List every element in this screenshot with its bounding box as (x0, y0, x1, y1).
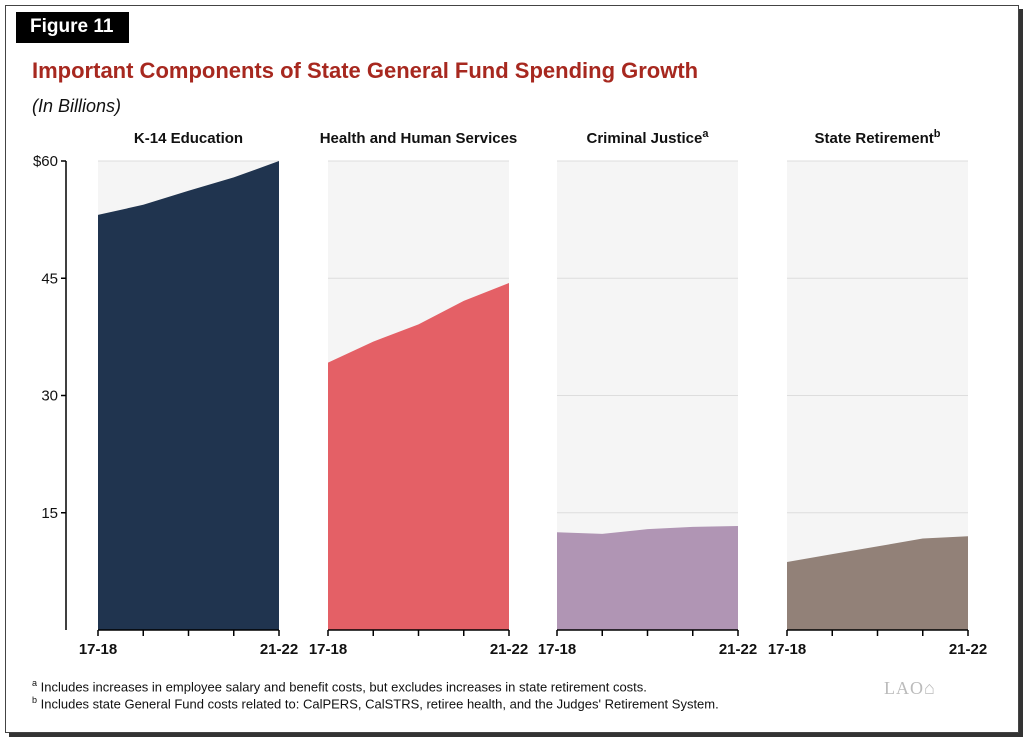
footnote-b: b Includes state General Fund costs rela… (32, 695, 719, 711)
chart-subtitle: (In Billions) (32, 96, 122, 116)
area-1 (328, 282, 509, 630)
panel-title: Health and Human Services (320, 130, 518, 147)
footnote-text: Includes state General Fund costs relate… (40, 696, 719, 712)
x-tick-label: 21-22 (260, 641, 298, 658)
area-3 (787, 536, 968, 630)
x-tick-label: 17-18 (768, 641, 806, 658)
x-tick-label: 17-18 (79, 641, 117, 658)
panel-title: State Retirementb (815, 128, 941, 147)
x-tick-label: 21-22 (949, 641, 987, 658)
panel-title: K-14 Education (134, 130, 243, 147)
footnote-mark: a (32, 678, 38, 688)
x-tick-label: 17-18 (309, 641, 347, 658)
x-tick-label: 21-22 (490, 641, 528, 658)
y-tick-label: 30 (41, 388, 58, 405)
x-tick-label: 21-22 (719, 641, 757, 658)
capitol-icon: ⌂ (924, 678, 936, 698)
x-tick-label: 17-18 (538, 641, 576, 658)
area-0 (98, 161, 279, 630)
footnote-text: Includes increases in employee salary an… (40, 679, 647, 695)
y-tick-label: $60 (33, 153, 58, 170)
y-tick-label: 15 (41, 505, 58, 522)
figure-label: Figure 11 (16, 12, 130, 43)
chart-title: Important Components of State General Fu… (32, 58, 699, 83)
footnote-mark: b (32, 695, 38, 705)
area-2 (557, 526, 738, 630)
footnote-a: a Includes increases in employee salary … (32, 678, 647, 694)
panel-title: Criminal Justicea (586, 128, 709, 147)
lao-logo: LAO⌂ (884, 678, 936, 698)
y-tick-label: 45 (41, 270, 58, 287)
